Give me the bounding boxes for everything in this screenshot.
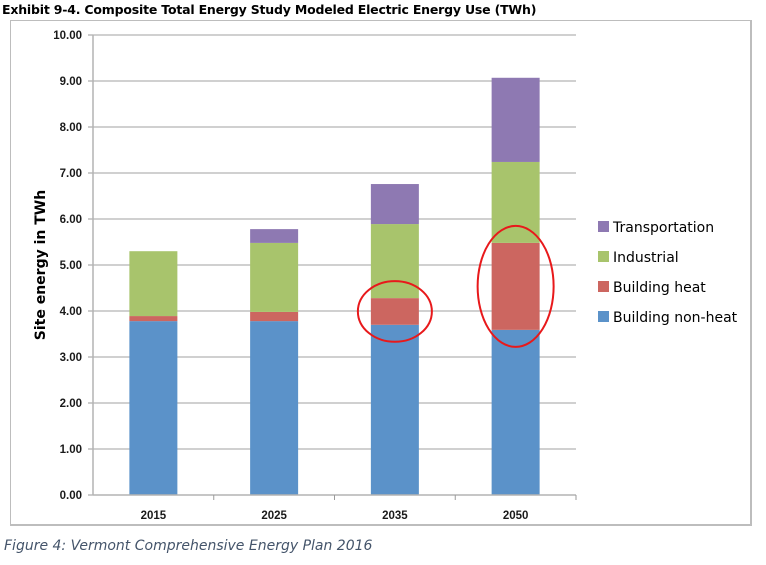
legend-label: Building heat	[613, 280, 706, 296]
y-tick-label: 8.00	[60, 122, 82, 134]
y-tick-label: 10.00	[53, 30, 82, 42]
y-tick-label: 5.00	[60, 260, 82, 272]
chart-frame	[10, 20, 752, 526]
bar-segment-building-non-heat-2015	[129, 321, 178, 495]
annotations	[356, 224, 555, 348]
bar-segment-building-non-heat-2025	[250, 321, 299, 495]
bar-segment-building-heat-2035	[370, 298, 419, 325]
figure-caption: Figure 4: Vermont Comprehensive Energy P…	[4, 538, 373, 554]
bar-segment-building-heat-2050	[491, 242, 540, 330]
y-tick-label: 3.00	[60, 352, 82, 364]
legend-label: Transportation	[612, 220, 714, 236]
bar-segment-building-non-heat-2035	[370, 324, 419, 495]
legend-label: Building non-heat	[613, 310, 738, 326]
y-tick-labels: 0.00 1.00 2.00 3.00 4.00 5.00 6.00 7.00 8.00 9.00…	[53, 30, 82, 502]
legend: Transportation Industrial Building heat Bui…	[598, 220, 738, 326]
legend-swatch	[598, 251, 609, 262]
y-tick-label: 0.00	[60, 490, 82, 502]
legend-label: Industrial	[613, 250, 679, 266]
legend-item-building-non-heat: Building non-heat	[598, 310, 738, 326]
x-tick-label: 2025	[261, 510, 287, 522]
highlight-ellipse-2050	[476, 224, 555, 348]
legend-swatch	[598, 311, 609, 322]
exhibit-title: Exhibit 9-4. Composite Total Energy Stud…	[2, 2, 537, 17]
x-tick-label: 2015	[141, 510, 167, 522]
bar-segment-transportation-2050	[491, 77, 540, 162]
bar-segment-transportation-2035	[370, 184, 419, 225]
bar-segment-industrial-2015	[129, 251, 178, 317]
bar-segment-transportation-2025	[250, 229, 299, 243]
bar-segment-building-non-heat-2050	[491, 329, 540, 495]
y-axis-label: Site energy in TWh	[33, 190, 49, 340]
bar-segment-building-heat-2015	[129, 316, 178, 322]
bar-segment-building-heat-2025	[250, 311, 299, 322]
bar-segment-industrial-2050	[491, 161, 540, 243]
y-tick-label: 6.00	[60, 214, 82, 226]
axes	[88, 34, 577, 500]
legend-item-transportation: Transportation	[598, 220, 714, 236]
y-tick-label: 7.00	[60, 168, 82, 180]
y-tick-label: 2.00	[60, 398, 82, 410]
bars	[129, 77, 540, 495]
legend-swatch	[598, 221, 609, 232]
bar-segment-industrial-2035	[370, 224, 419, 299]
y-tick-label: 1.00	[60, 444, 82, 456]
x-tick-label: 2035	[382, 510, 408, 522]
bar-segment-industrial-2025	[250, 242, 299, 312]
x-tick-label: 2050	[503, 510, 529, 522]
y-tick-label: 9.00	[60, 76, 82, 88]
legend-item-building-heat: Building heat	[598, 280, 706, 296]
highlight-ellipse-2035	[356, 280, 433, 343]
legend-item-industrial: Industrial	[598, 250, 679, 266]
x-tick-labels: 2015 2025 2035 2050	[141, 510, 529, 522]
legend-swatch	[598, 281, 609, 292]
y-tick-label: 4.00	[60, 306, 82, 318]
